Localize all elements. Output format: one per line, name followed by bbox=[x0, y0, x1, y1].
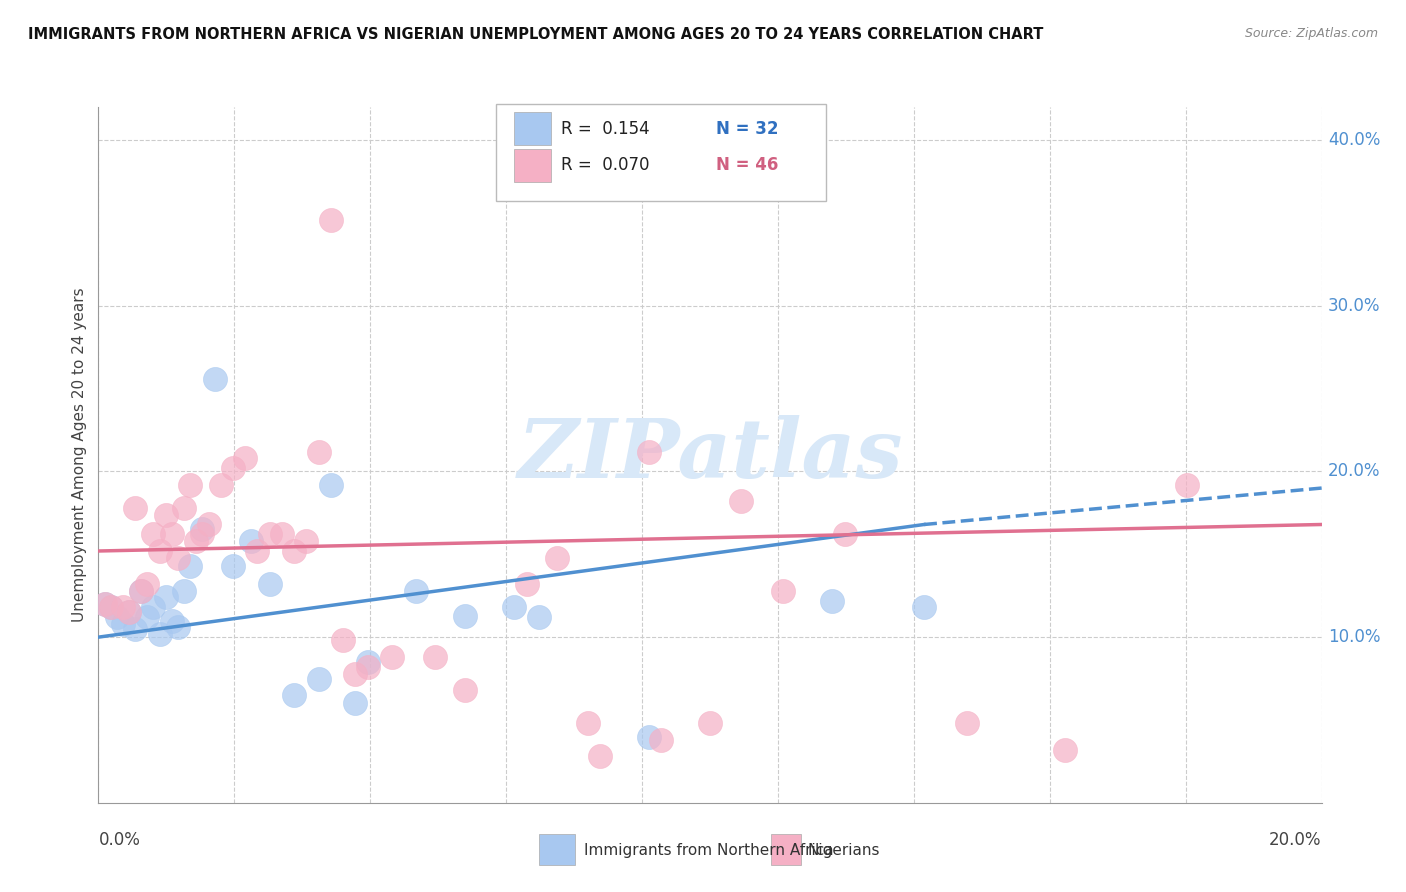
Text: 10.0%: 10.0% bbox=[1327, 628, 1381, 646]
Point bbox=[344, 697, 367, 711]
Point bbox=[283, 544, 305, 558]
Point bbox=[454, 683, 477, 698]
Point bbox=[167, 620, 190, 634]
Point bbox=[142, 527, 165, 541]
Text: 0.0%: 0.0% bbox=[98, 830, 141, 848]
Point bbox=[142, 600, 165, 615]
Point bbox=[173, 500, 195, 515]
Point bbox=[124, 500, 146, 515]
Point bbox=[149, 544, 172, 558]
Point bbox=[179, 558, 201, 573]
Point bbox=[155, 591, 177, 605]
Point bbox=[356, 660, 378, 674]
Point bbox=[118, 605, 141, 619]
Point bbox=[209, 477, 232, 491]
Point bbox=[308, 672, 330, 686]
Point bbox=[93, 597, 115, 611]
Point bbox=[956, 716, 979, 731]
Point bbox=[129, 583, 152, 598]
Point bbox=[186, 534, 208, 549]
FancyBboxPatch shape bbox=[515, 112, 551, 145]
FancyBboxPatch shape bbox=[496, 103, 827, 201]
Point bbox=[259, 527, 281, 541]
Text: Nigerians: Nigerians bbox=[808, 843, 880, 857]
Point bbox=[173, 583, 195, 598]
Point bbox=[100, 600, 122, 615]
Text: Source: ZipAtlas.com: Source: ZipAtlas.com bbox=[1244, 27, 1378, 40]
Point bbox=[136, 610, 159, 624]
Point bbox=[222, 461, 245, 475]
Point bbox=[821, 593, 844, 607]
Point bbox=[650, 732, 672, 747]
Point bbox=[295, 534, 318, 549]
Point bbox=[233, 451, 256, 466]
Point bbox=[527, 610, 550, 624]
Point bbox=[191, 523, 214, 537]
Point bbox=[1175, 477, 1198, 491]
Point bbox=[834, 527, 856, 541]
Text: 20.0%: 20.0% bbox=[1270, 830, 1322, 848]
Point bbox=[319, 477, 342, 491]
Point bbox=[637, 444, 661, 458]
Point bbox=[405, 583, 427, 598]
Point bbox=[699, 716, 721, 731]
FancyBboxPatch shape bbox=[515, 149, 551, 182]
Point bbox=[118, 605, 141, 619]
Point bbox=[246, 544, 269, 558]
Point bbox=[111, 616, 134, 631]
Point bbox=[160, 527, 183, 541]
Point bbox=[259, 577, 281, 591]
Point bbox=[160, 614, 183, 628]
Point bbox=[1053, 743, 1076, 757]
Point bbox=[270, 527, 292, 541]
Point bbox=[240, 534, 263, 549]
Point bbox=[149, 627, 172, 641]
Point bbox=[730, 494, 752, 508]
Text: R =  0.070: R = 0.070 bbox=[561, 156, 650, 175]
Text: IMMIGRANTS FROM NORTHERN AFRICA VS NIGERIAN UNEMPLOYMENT AMONG AGES 20 TO 24 YEA: IMMIGRANTS FROM NORTHERN AFRICA VS NIGER… bbox=[28, 27, 1043, 42]
Point bbox=[332, 633, 354, 648]
Point bbox=[93, 597, 115, 611]
Point bbox=[179, 477, 201, 491]
Text: R =  0.154: R = 0.154 bbox=[561, 120, 650, 137]
Point bbox=[167, 550, 190, 565]
Point bbox=[283, 688, 305, 702]
FancyBboxPatch shape bbox=[772, 834, 800, 865]
Point bbox=[155, 508, 177, 522]
Text: 30.0%: 30.0% bbox=[1327, 297, 1381, 315]
Point bbox=[319, 212, 342, 227]
Point bbox=[516, 577, 538, 591]
Point bbox=[546, 550, 568, 565]
Point bbox=[454, 608, 477, 623]
Text: 40.0%: 40.0% bbox=[1327, 131, 1381, 149]
Text: ZIPatlas: ZIPatlas bbox=[517, 415, 903, 495]
Point bbox=[772, 583, 794, 598]
Text: 20.0%: 20.0% bbox=[1327, 462, 1381, 481]
Point bbox=[344, 666, 367, 681]
Point bbox=[381, 650, 404, 665]
Point bbox=[503, 600, 526, 615]
Text: N = 32: N = 32 bbox=[716, 120, 779, 137]
Point bbox=[912, 600, 935, 615]
Point bbox=[308, 444, 330, 458]
FancyBboxPatch shape bbox=[538, 834, 575, 865]
Point bbox=[204, 372, 226, 386]
Point bbox=[191, 527, 214, 541]
Point bbox=[124, 622, 146, 636]
Y-axis label: Unemployment Among Ages 20 to 24 years: Unemployment Among Ages 20 to 24 years bbox=[72, 287, 87, 623]
Point bbox=[222, 558, 245, 573]
Point bbox=[197, 517, 219, 532]
Point bbox=[423, 650, 446, 665]
Point bbox=[356, 655, 378, 669]
Point bbox=[136, 577, 159, 591]
Point bbox=[589, 749, 612, 764]
Text: N = 46: N = 46 bbox=[716, 156, 779, 175]
Point bbox=[100, 600, 122, 615]
Point bbox=[576, 716, 599, 731]
Point bbox=[129, 583, 152, 598]
Point bbox=[105, 610, 128, 624]
Point bbox=[111, 600, 134, 615]
Text: Immigrants from Northern Africa: Immigrants from Northern Africa bbox=[583, 843, 834, 857]
Point bbox=[637, 730, 661, 744]
